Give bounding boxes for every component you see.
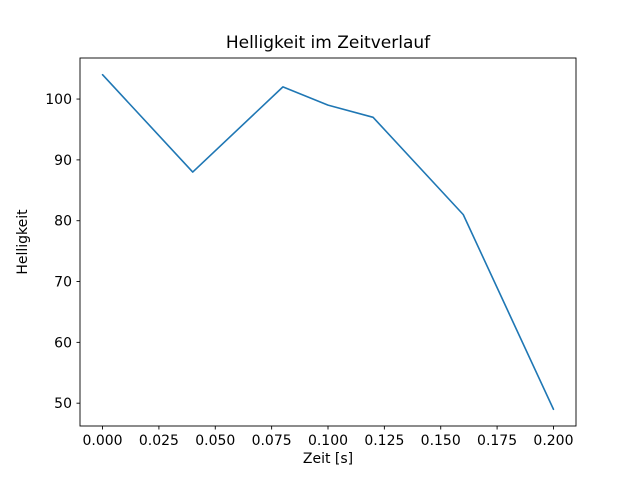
x-tick-label: 0.075 [252, 433, 292, 449]
y-tick-label: 60 [54, 335, 72, 351]
chart-title: Helligkeit im Zeitverlauf [226, 33, 431, 53]
x-tick-label: 0.050 [195, 433, 235, 449]
y-axis-ticks: 50 60 70 80 90 100 [45, 92, 80, 412]
x-axis-ticks: 0.000 0.025 0.050 0.075 0.100 0.125 0.150 0.175… [82, 426, 574, 449]
plot-area [79, 57, 577, 427]
x-axis-label: Zeit [s] [303, 451, 353, 467]
x-tick-label: 0.200 [533, 433, 573, 449]
series-line [101, 73, 555, 411]
x-tick-label: 0.175 [477, 433, 517, 449]
y-tick-label: 80 [54, 214, 72, 230]
x-tick-label: 0.100 [308, 433, 348, 449]
y-tick-label: 70 [54, 275, 72, 291]
y-tick-label: 100 [45, 92, 72, 108]
x-tick-label: 0.000 [82, 433, 122, 449]
y-axis-label: Helligkeit [15, 209, 31, 275]
x-tick-label: 0.150 [421, 433, 461, 449]
y-tick-label: 90 [54, 153, 72, 169]
y-tick-label: 50 [54, 396, 72, 412]
x-tick-label: 0.125 [364, 433, 404, 449]
x-tick-label: 0.025 [139, 433, 179, 449]
